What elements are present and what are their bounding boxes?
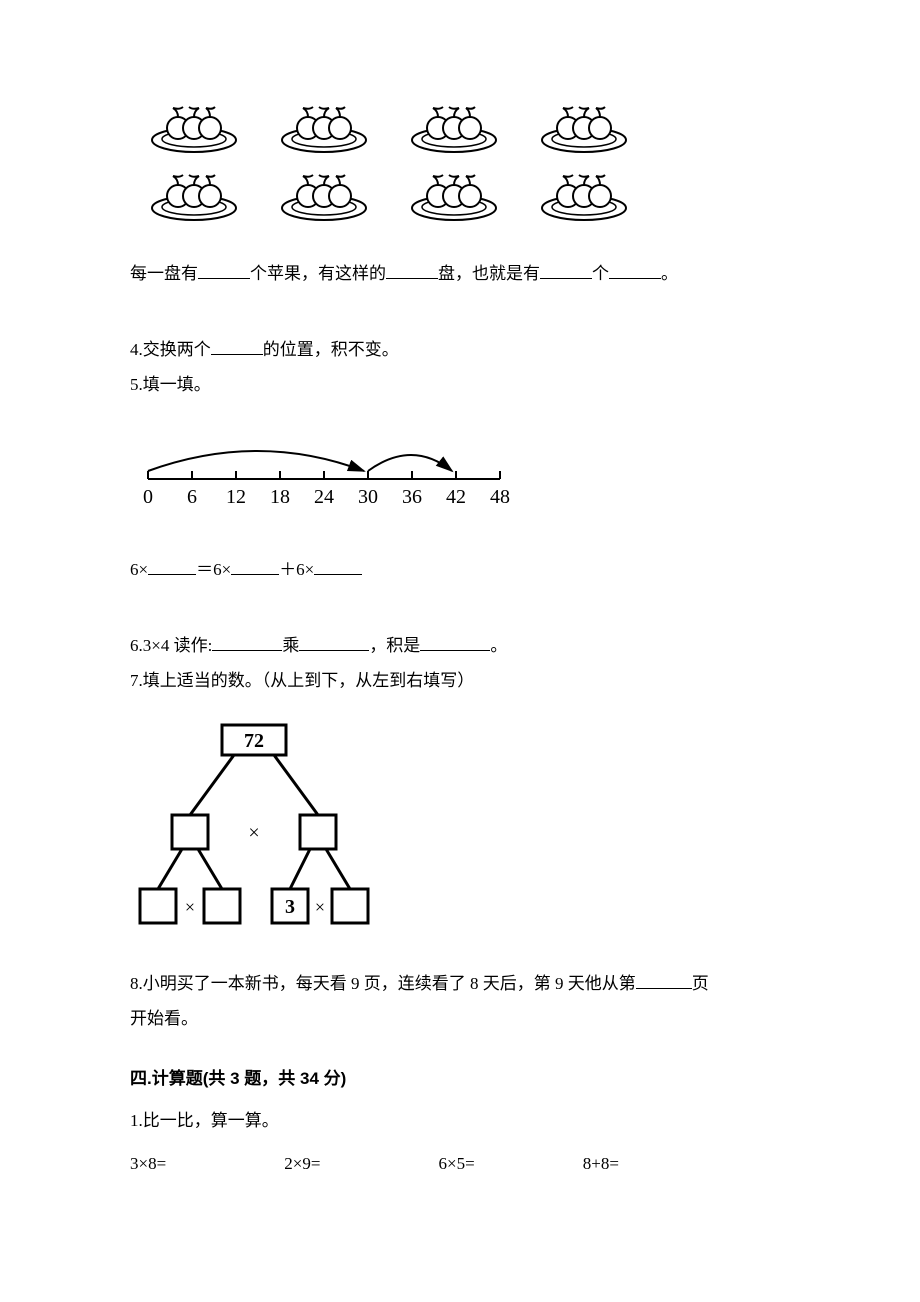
svg-text:0: 0 — [143, 486, 153, 508]
q5-label: 5.填一填。 — [130, 369, 790, 401]
factor-tree-diagram: 72 × × × 3 — [132, 719, 790, 940]
section-4-heading: 四.计算题(共 3 题，共 34 分) — [130, 1063, 790, 1095]
q6: 6.3×4 读作: 乘 ，积是 。 — [130, 630, 790, 662]
svg-text:48: 48 — [490, 486, 510, 508]
svg-text:×: × — [248, 822, 259, 844]
apple-plate-icon — [538, 168, 630, 222]
tree-top-value: 72 — [244, 730, 264, 752]
calc-item: 6×5= — [439, 1148, 579, 1180]
number-line-diagram: 0 6 12 18 24 30 36 42 48 — [134, 427, 790, 526]
text: ＋6× — [279, 560, 314, 579]
apple-plate-icon — [538, 100, 630, 154]
s4q1-label: 1.比一比，算一算。 — [130, 1105, 790, 1137]
text: ，积是 — [369, 636, 420, 655]
apple-row — [148, 168, 790, 222]
apple-plate-icon — [408, 168, 500, 222]
blank — [211, 338, 263, 355]
svg-text:18: 18 — [270, 486, 290, 508]
apple-plate-icon — [278, 168, 370, 222]
blank — [314, 558, 362, 575]
q8b: 开始看。 — [130, 1003, 790, 1035]
calc-item: 8+8= — [583, 1148, 619, 1180]
blank — [148, 558, 196, 575]
text: 7.填上适当的数。（从上到下，从左到右填写） — [130, 671, 474, 690]
svg-text:36: 36 — [402, 486, 422, 508]
text: 盘，也就是有 — [438, 264, 540, 283]
blank — [299, 634, 369, 651]
text: 个苹果，有这样的 — [250, 264, 386, 283]
text: 4.交换两个 — [130, 340, 211, 359]
svg-text:×: × — [185, 897, 195, 917]
calc-item: 2×9= — [284, 1148, 434, 1180]
calc-item: 3×8= — [130, 1148, 280, 1180]
svg-text:×: × — [315, 897, 325, 917]
svg-text:30: 30 — [358, 486, 378, 508]
svg-text:12: 12 — [226, 486, 246, 508]
text: 的位置，积不变。 — [263, 340, 399, 359]
q7-label: 7.填上适当的数。（从上到下，从左到右填写） — [130, 665, 790, 697]
q3-sentence: 每一盘有 个苹果，有这样的 盘，也就是有 个 。 — [130, 258, 790, 290]
text: 四.计算题(共 3 题，共 34 分) — [130, 1069, 346, 1088]
apple-plate-grid — [148, 100, 790, 222]
q4: 4.交换两个 的位置，积不变。 — [130, 334, 790, 366]
apple-plate-icon — [148, 168, 240, 222]
text: 8.小明买了一本新书，每天看 9 页，连续看了 8 天后，第 9 天他从第 — [130, 974, 636, 993]
apple-row — [148, 100, 790, 154]
blank — [609, 262, 661, 279]
svg-text:42: 42 — [446, 486, 466, 508]
apple-plate-icon — [148, 100, 240, 154]
s4q1-items: 3×8= 2×9= 6×5= 8+8= — [130, 1148, 790, 1180]
text: 5.填一填。 — [130, 375, 211, 394]
blank — [420, 634, 490, 651]
text: 。 — [661, 264, 678, 283]
text: ＝6× — [196, 560, 231, 579]
text: 个 — [592, 264, 609, 283]
svg-text:3: 3 — [285, 896, 295, 918]
text: 6.3×4 读作: — [130, 636, 212, 655]
blank — [231, 558, 279, 575]
page: 每一盘有个苹果，有这样的盘，也就是有个。 4.交换两个的位置，积不变。 5.填一… — [0, 0, 920, 1302]
text: 页 — [692, 974, 709, 993]
blank — [386, 262, 438, 279]
svg-text:6: 6 — [187, 486, 197, 508]
q5-equation: 6× ＝6× ＋6× — [130, 554, 790, 586]
blank — [540, 262, 592, 279]
apple-plate-icon — [408, 100, 500, 154]
text: 。 — [490, 636, 507, 655]
blank — [198, 262, 250, 279]
apple-plate-icon — [278, 100, 370, 154]
text: 6× — [130, 560, 148, 579]
text: 每一盘有 — [130, 264, 198, 283]
text: 1.比一比，算一算。 — [130, 1111, 279, 1130]
svg-text:24: 24 — [314, 486, 334, 508]
blank — [212, 634, 282, 651]
q8: 8.小明买了一本新书，每天看 9 页，连续看了 8 天后，第 9 天他从第 页 — [130, 968, 790, 1000]
text: 开始看。 — [130, 1009, 198, 1028]
text: 乘 — [282, 636, 299, 655]
blank — [636, 972, 692, 989]
